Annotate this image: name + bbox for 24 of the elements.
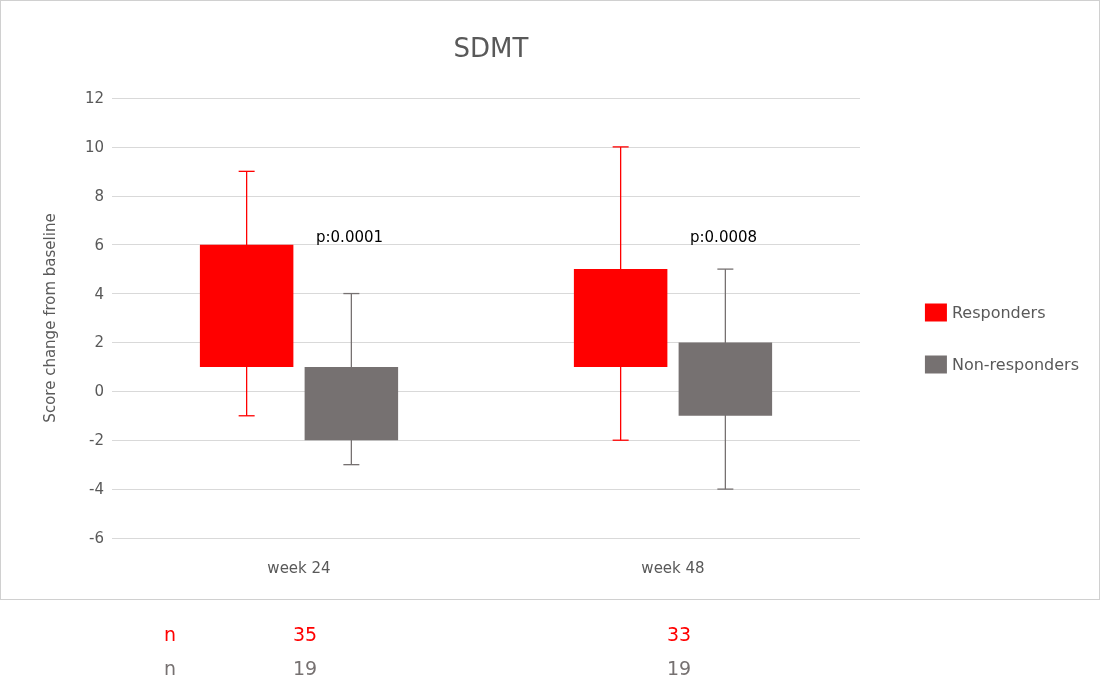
chart-title: SDMT [453, 33, 529, 63]
x-tick-label: week 48 [641, 558, 705, 577]
text: 33 [666, 623, 692, 645]
legend-label: Non-responders [951, 355, 1079, 374]
text: n [163, 623, 177, 645]
text: 35 [292, 623, 318, 645]
y-axis-title: Score change from baseline [40, 213, 59, 423]
annotation: p:0.0001 [316, 228, 384, 246]
y-tick-label: -6 [89, 529, 104, 547]
legend-label: Responders [951, 303, 1046, 322]
text: 19 [292, 657, 318, 677]
y-tick-label: -2 [89, 431, 104, 450]
text: 19 [666, 657, 692, 677]
text: n [163, 657, 177, 677]
y-tick-label: 8 [94, 186, 104, 205]
y-tick-label: 2 [94, 333, 104, 352]
annotation: p:0.0008 [690, 228, 758, 246]
y-tick-label: 0 [94, 382, 104, 401]
y-tick-label: 4 [94, 284, 104, 303]
y-tick-label: 10 [84, 137, 104, 156]
y-tick-label: -4 [89, 480, 104, 499]
x-tick-label: week 24 [267, 558, 331, 577]
y-tick-label: 12 [84, 89, 104, 107]
y-tick-label: 6 [94, 235, 104, 254]
